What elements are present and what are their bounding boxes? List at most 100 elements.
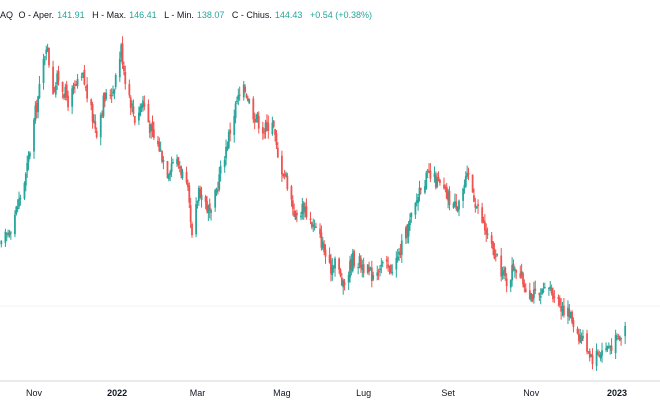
candle-body (223, 159, 226, 168)
candle-body (139, 106, 142, 116)
candle (340, 272, 343, 287)
candle-body (380, 264, 383, 267)
candle (82, 72, 84, 78)
candle (177, 156, 180, 169)
x-tick-label: Mag (273, 388, 291, 398)
candle (334, 256, 336, 277)
candle-body (191, 223, 193, 236)
candle-body (447, 192, 449, 201)
candle (83, 64, 86, 86)
candle-body (567, 307, 569, 317)
candle (195, 197, 197, 238)
candle-body (121, 43, 124, 65)
candle-body (199, 188, 202, 199)
candle-body (84, 86, 87, 88)
candle (305, 198, 308, 220)
candle (319, 223, 321, 238)
candle (343, 278, 346, 291)
candle (455, 194, 458, 211)
candle (509, 279, 512, 293)
candle (444, 184, 447, 193)
candle-body (609, 345, 612, 348)
candle (238, 86, 241, 101)
candle-body (274, 129, 276, 135)
candle-body (512, 263, 515, 271)
legend-change: +0.54 (+0.38%) (309, 10, 372, 20)
candle (90, 98, 93, 111)
candle-body (131, 103, 133, 106)
candle-body (27, 155, 30, 163)
candle (227, 129, 230, 150)
candle (293, 203, 296, 217)
candle-body (582, 335, 584, 339)
candle-body (129, 97, 132, 108)
candle (112, 85, 114, 97)
candle (437, 171, 440, 182)
candle-body (557, 296, 560, 300)
candle-body (368, 267, 370, 272)
candle-body (158, 141, 161, 152)
candle-body (419, 188, 422, 190)
candle (206, 196, 208, 214)
candle (328, 247, 331, 264)
candle-body (53, 91, 56, 93)
candle-body (161, 150, 163, 162)
candle (609, 345, 612, 355)
candle (244, 84, 247, 94)
candle (158, 137, 161, 153)
candle-body (140, 104, 143, 109)
candle (577, 328, 580, 345)
candle-body (415, 200, 418, 203)
candle (143, 95, 146, 111)
candle (426, 168, 429, 179)
candle (24, 171, 27, 192)
candle-body (492, 241, 494, 250)
legend-symbol: AQ (0, 10, 14, 20)
candle (290, 184, 293, 207)
candle-body (568, 308, 571, 317)
candle (200, 186, 203, 208)
candle (587, 351, 590, 355)
candle-body (353, 250, 356, 266)
x-tick-label: Set (441, 388, 455, 398)
candle-body (493, 248, 496, 259)
candle (166, 160, 169, 179)
candle-body (381, 261, 384, 264)
candle (389, 264, 392, 275)
candle (617, 333, 620, 340)
candle (351, 248, 354, 273)
candle-body (219, 165, 222, 174)
candle-body (389, 264, 392, 273)
candle-body (429, 170, 432, 179)
candle-body (64, 86, 67, 98)
candle (524, 283, 527, 293)
candle-body (114, 74, 117, 87)
candle-body (458, 200, 460, 210)
candle-body (409, 219, 411, 226)
candle (110, 88, 113, 104)
candle-body (404, 227, 407, 239)
candle (263, 128, 266, 139)
candle (61, 81, 64, 99)
candle-body (14, 214, 16, 235)
candle (300, 211, 302, 221)
candle (38, 75, 41, 99)
candle-body (110, 95, 113, 97)
candle-body (524, 288, 527, 293)
candle (448, 186, 451, 211)
candle-body (553, 296, 556, 298)
time-axis[interactable]: Nov 2022 Mar Mag Lug Set Nov 2023 (26, 388, 627, 398)
candle (595, 343, 598, 371)
candle (339, 268, 342, 278)
candle-body (586, 333, 588, 352)
candle (210, 208, 212, 221)
candle-body (331, 265, 334, 276)
candle-body (473, 195, 475, 202)
candle (16, 199, 19, 213)
candle (616, 333, 618, 341)
candle (180, 165, 183, 179)
candle (267, 115, 270, 139)
candle (102, 92, 105, 119)
candle-body (579, 335, 582, 343)
